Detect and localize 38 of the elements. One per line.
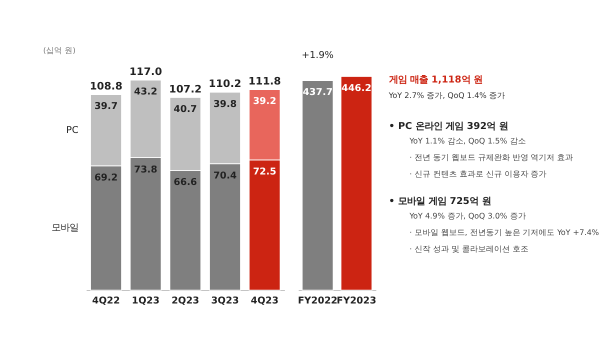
series-label: 모바일 xyxy=(51,222,78,234)
x-tick-label: FY2022 xyxy=(298,296,338,306)
text: YoY 1.1% 감소, QoQ 1.5% 감소 xyxy=(408,136,526,146)
x-tick-label: FY2023 xyxy=(336,296,376,306)
x-tick-label: 1Q23 xyxy=(132,296,160,306)
data-label: 73.8 xyxy=(134,164,158,176)
text: +1.9% xyxy=(302,50,334,62)
text: (십억 원) xyxy=(43,46,76,56)
data-label: 39.7 xyxy=(94,101,118,112)
x-tick-label: 4Q23 xyxy=(250,296,279,306)
total-label: 110.2 xyxy=(208,78,242,90)
series-label: PC xyxy=(66,124,79,136)
data-label: 43.2 xyxy=(134,86,158,98)
total-label: 108.8 xyxy=(90,80,122,92)
text: · 모바일 웹보드, 전년동기 높은 기저에도 YoY +7.4% xyxy=(409,228,600,237)
data-label: 72.5 xyxy=(252,166,276,178)
data-label: 70.4 xyxy=(213,170,238,182)
data-label: 66.6 xyxy=(174,177,198,188)
text: • PC 온라인 게임 392억 원 xyxy=(388,120,508,132)
text: · 신규 컨텐츠 효과로 신규 이용자 증가 xyxy=(409,169,547,178)
total-label: 111.8 xyxy=(248,75,281,88)
x-tick-label: 4Q22 xyxy=(92,296,120,306)
data-label: 437.7 xyxy=(302,87,333,98)
total-label: 117.0 xyxy=(129,66,162,78)
x-tick-label: 3Q23 xyxy=(211,296,239,306)
data-label: 40.7 xyxy=(174,104,198,116)
data-label: 446.2 xyxy=(341,83,372,94)
data-label: 39.2 xyxy=(252,96,276,108)
data-label: 69.2 xyxy=(94,172,118,184)
text: • 모바일 게임 725억 원 xyxy=(388,196,491,207)
text: YoY 4.9% 증가, QoQ 3.0% 증가 xyxy=(408,212,526,221)
total-label: 107.2 xyxy=(169,83,202,96)
text: · 신작 성과 및 콜라보레이션 호조 xyxy=(409,244,528,254)
data-label: 39.8 xyxy=(213,98,237,110)
text: · 전년 동기 웹보드 규제완화 반영 역기저 효과 xyxy=(409,152,574,162)
x-tick-label: 2Q23 xyxy=(171,296,200,306)
text: YoY 2.7% 증가, QoQ 1.4% 증가 xyxy=(388,90,506,100)
text: 게임 매출 1,118억 원 xyxy=(388,74,483,86)
